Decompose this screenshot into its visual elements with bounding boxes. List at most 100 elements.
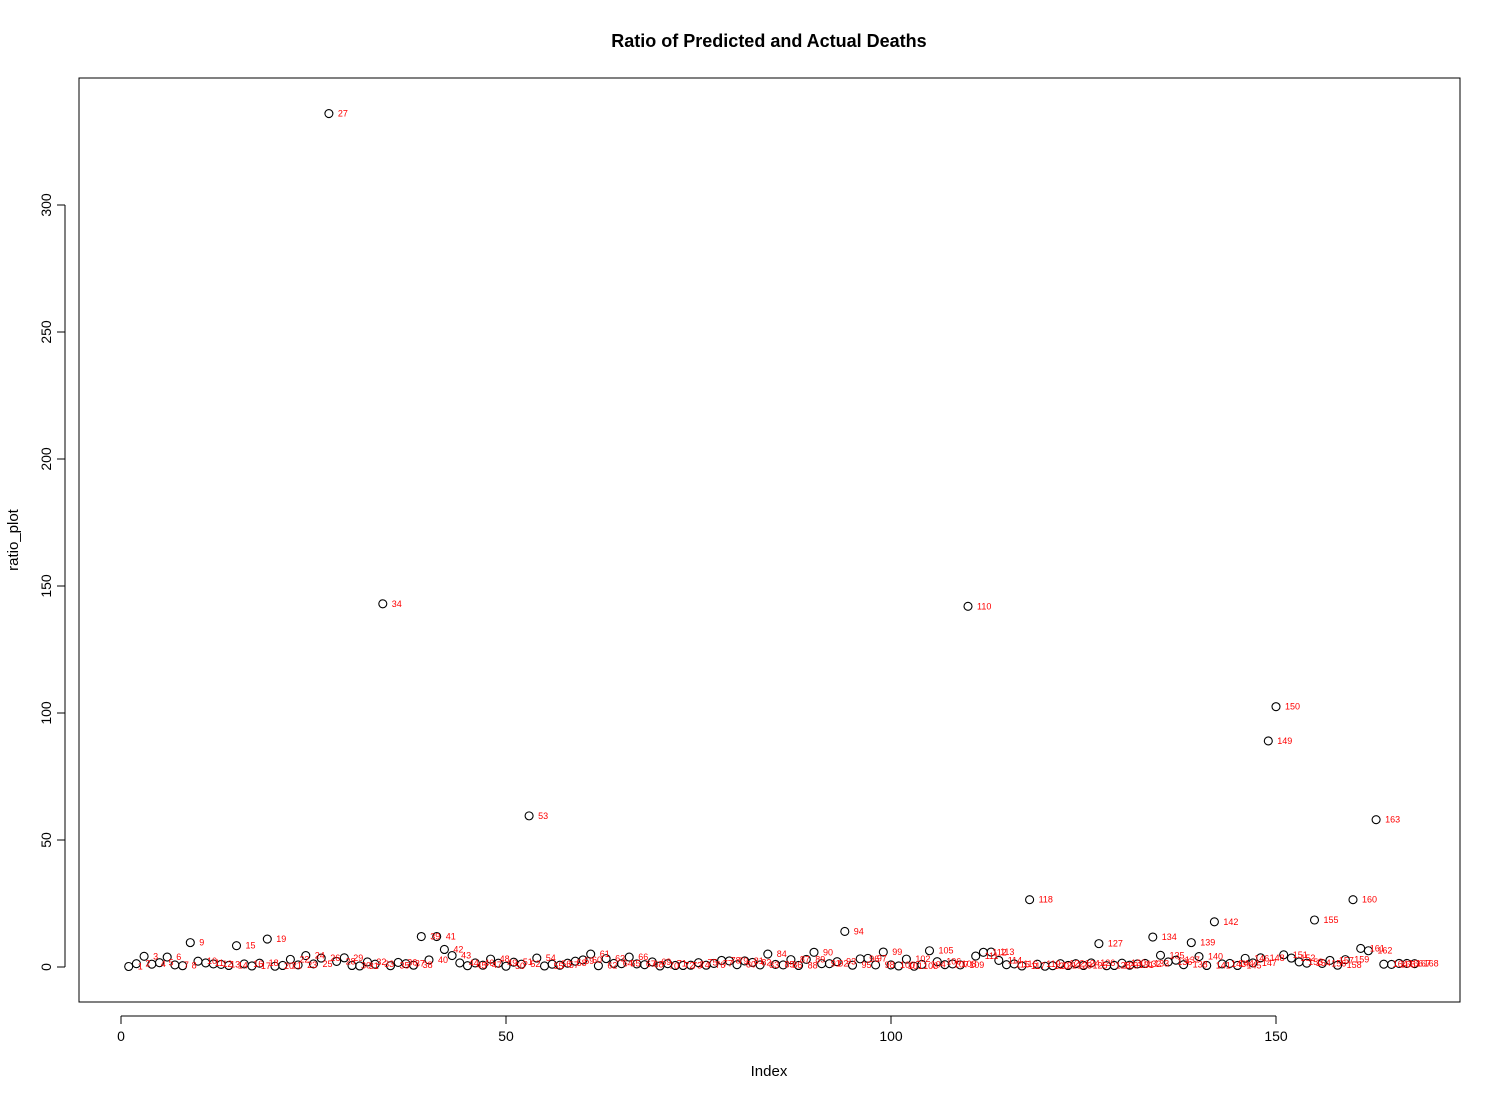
point-label: 162 [1377, 946, 1392, 956]
point-label: 9 [199, 938, 204, 948]
point-label: 10 [207, 956, 217, 966]
data-point [324, 109, 334, 119]
point-label: 17 [261, 961, 271, 971]
point-label: 27 [338, 109, 348, 119]
point-label: 93 [846, 957, 856, 967]
point-label: 114 [1008, 955, 1022, 965]
data-point [1240, 953, 1250, 963]
x-axis: 0 50 100 150 [117, 1015, 1288, 1044]
point-label: 74 [700, 960, 710, 970]
y-axis-label: ratio_plot [5, 508, 22, 571]
point-label: 69 [661, 957, 671, 967]
point-label: 49 [507, 958, 517, 968]
point-label: 147 [1262, 958, 1277, 968]
x-axis-label: Index [751, 1063, 788, 1080]
point-label: 58 [577, 958, 587, 968]
data-point [332, 956, 342, 966]
point-label: 124 [1085, 959, 1100, 969]
point-label: 159 [1354, 955, 1369, 965]
point-label: 59 [584, 956, 594, 966]
point-label: 65 [631, 959, 641, 969]
point-label: 101 [908, 961, 923, 971]
point-label: 51 [523, 957, 533, 967]
data-point [778, 960, 788, 970]
point-label: 107 [954, 960, 969, 970]
point-label: 7 [184, 960, 189, 970]
data-point [1302, 958, 1312, 968]
data-point [224, 960, 234, 971]
point-label: 98 [885, 960, 895, 970]
point-label: 57 [569, 960, 579, 970]
point-label: 39 [430, 932, 440, 942]
point-label: 42 [453, 944, 463, 954]
data-point [1279, 950, 1289, 960]
data-point [878, 947, 888, 957]
data-point [786, 955, 796, 965]
point-label: 67 [646, 959, 656, 969]
point-label: 48 [500, 954, 510, 964]
point-label: 19 [276, 934, 286, 944]
point-label: 64 [623, 958, 633, 968]
point-label: 118 [1039, 895, 1053, 905]
point-label: 71 [677, 959, 687, 969]
data-point [462, 961, 473, 971]
point-label: 2 [145, 959, 150, 969]
data-point [647, 957, 657, 967]
point-label: 55 [554, 961, 564, 971]
point-label: 130 [1131, 958, 1146, 968]
data-point [493, 958, 503, 968]
data-point [901, 954, 911, 964]
point-label: 60 [592, 955, 602, 965]
point-label: 167 [1416, 958, 1431, 968]
data-point [262, 934, 272, 944]
data-point [185, 938, 195, 948]
point-label: 35 [400, 961, 410, 971]
point-label: 81 [754, 956, 764, 966]
point-label: 158 [1347, 960, 1362, 970]
point-label: 50 [515, 961, 525, 971]
point-label: 16 [253, 959, 263, 969]
point-label: 20 [284, 961, 294, 971]
point-label: 137 [1185, 955, 1200, 965]
x-tick-label: 100 [879, 1028, 903, 1044]
data-point [917, 959, 927, 970]
data-point [432, 931, 442, 942]
point-label: 21 [292, 960, 302, 970]
data-point [994, 955, 1004, 965]
point-label: 106 [946, 957, 961, 967]
point-label: 117 [1031, 961, 1045, 971]
data-point [932, 957, 942, 967]
point-label: 133 [1154, 958, 1169, 968]
point-label: 138 [1193, 960, 1208, 970]
point-label: 102 [915, 954, 930, 964]
point-label: 41 [446, 932, 456, 942]
point-labels: 1 234 567 891011121314151617181920212223242… [138, 109, 1439, 972]
data-point [532, 953, 542, 963]
point-label: 46 [484, 958, 494, 968]
point-label: 139 [1200, 938, 1215, 948]
point-label: 123 [1077, 960, 1092, 970]
point-label: 45 [477, 961, 487, 971]
data-point [832, 957, 842, 967]
point-label: 62 [607, 961, 617, 971]
data-point [1333, 960, 1343, 970]
data-point [1363, 946, 1373, 956]
data-point [539, 961, 550, 971]
point-label: 115 [1016, 960, 1030, 970]
data-point [624, 952, 634, 962]
data-point [339, 953, 349, 963]
y-tick-label: 250 [38, 320, 54, 344]
point-label: 33 [384, 959, 394, 969]
point-label: 54 [546, 953, 556, 963]
data-point [416, 931, 426, 942]
data-point [316, 953, 326, 963]
data-point [439, 944, 449, 955]
data-point [871, 960, 881, 970]
point-label: 111 [985, 951, 999, 961]
data-point [162, 952, 172, 962]
point-label: 120 [1054, 961, 1069, 971]
point-label: 75 [708, 958, 718, 968]
point-label: 13 [230, 959, 240, 969]
point-label: 61 [600, 949, 610, 959]
